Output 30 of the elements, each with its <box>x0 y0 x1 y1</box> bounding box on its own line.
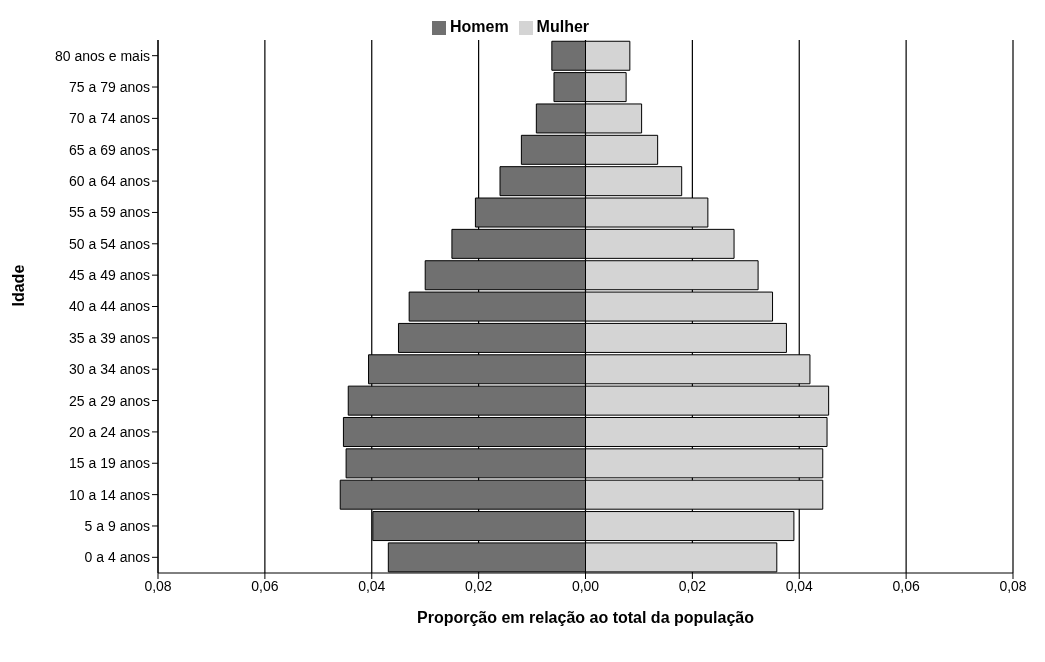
y-tick-label: 65 a 69 anos <box>69 141 150 158</box>
y-tick-label: 50 a 54 anos <box>69 235 150 252</box>
y-tick-label: 60 a 64 anos <box>69 173 150 190</box>
y-tick-label: 70 a 74 anos <box>69 110 150 127</box>
y-tick-label: 75 a 79 anos <box>69 79 150 95</box>
y-tick-label: 30 a 34 anos <box>69 361 150 378</box>
x-tick-label: 0,08 <box>999 577 1027 594</box>
y-tick-label: 55 a 59 anos <box>69 204 150 221</box>
x-tick-label: 0,02 <box>465 577 493 594</box>
y-tick-label: 10 a 14 anos <box>69 486 150 503</box>
x-tick-label: 0,02 <box>678 577 707 594</box>
y-tick-label: 40 a 44 anos <box>69 298 150 315</box>
x-tick-label: 0,08 <box>144 577 172 594</box>
x-tick-label: 0,04 <box>358 577 386 594</box>
x-tick-label: 0,06 <box>892 577 920 594</box>
y-tick-label: 25 a 29 anos <box>69 392 150 409</box>
y-tick-label: 20 a 24 anos <box>69 423 150 440</box>
x-tick-label: 0,00 <box>571 577 600 594</box>
y-axis-title: Idade <box>9 264 27 307</box>
x-tick-label: 0,06 <box>251 577 279 594</box>
y-tick-label: 35 a 39 anos <box>69 329 150 346</box>
legend-label: Homem <box>449 18 509 35</box>
legend-label: Mulher <box>536 18 590 35</box>
y-tick-label: 45 a 49 anos <box>69 267 150 284</box>
x-axis-title: Proporção em relação ao total da população <box>417 609 755 626</box>
y-tick-label: 0 a 4 anos <box>84 549 150 566</box>
y-tick-label: 15 a 19 anos <box>69 455 150 472</box>
y-tick-label: 80 anos e mais <box>55 47 150 64</box>
y-tick-label: 5 a 9 anos <box>84 517 150 534</box>
x-tick-label: 0,04 <box>785 577 814 594</box>
